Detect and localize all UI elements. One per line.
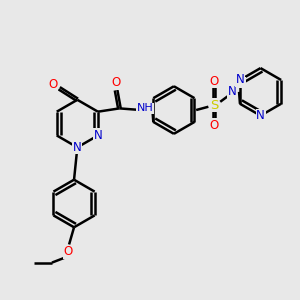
Text: O: O (209, 75, 218, 88)
Text: O: O (112, 76, 121, 89)
Text: O: O (64, 245, 73, 258)
Text: S: S (210, 99, 218, 112)
Text: NH: NH (136, 103, 153, 113)
Text: H: H (238, 78, 246, 88)
Text: N: N (256, 109, 265, 122)
Text: O: O (210, 119, 219, 132)
Text: N: N (236, 74, 244, 86)
Text: N: N (94, 129, 102, 142)
Text: N: N (73, 141, 82, 154)
Text: O: O (49, 78, 58, 91)
Text: N: N (228, 85, 237, 98)
